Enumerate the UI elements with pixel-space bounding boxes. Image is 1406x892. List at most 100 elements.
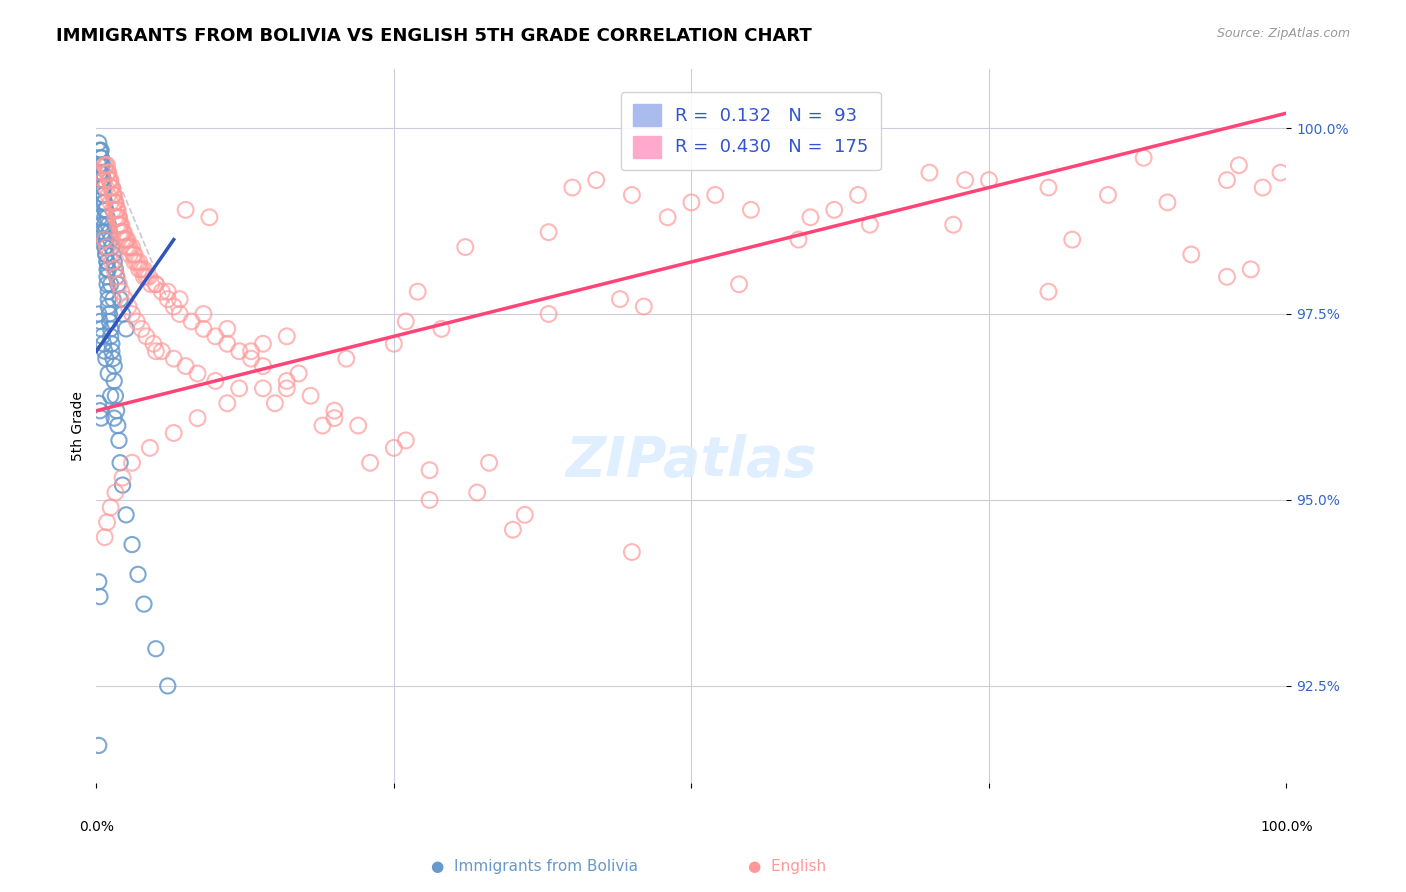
Point [121,240,143,254]
Point [107,211,129,225]
Point [87,158,110,172]
Point [145,344,167,359]
Point [93,173,115,187]
Point [585,173,607,187]
Point [97,300,120,314]
Point [1062,233,1084,247]
Point [107,202,129,217]
Point [1038,180,1060,194]
Point [100,322,122,336]
Point [111,307,134,321]
Point [91,329,114,343]
Point [156,292,179,306]
Point [101,292,124,306]
Point [93,336,115,351]
Point [276,381,298,395]
Point [1156,195,1178,210]
Point [108,277,131,292]
Point [91,166,114,180]
Point [111,470,134,484]
Point [101,247,124,261]
Point [128,262,150,277]
Point [96,166,118,180]
Point [87,307,110,321]
Point [97,367,120,381]
Point [1270,166,1292,180]
Point [110,285,132,299]
Point [419,463,441,477]
Point [115,240,138,254]
Text: ZIPatlas: ZIPatlas [565,434,817,488]
Point [276,329,298,343]
Point [859,218,882,232]
Point [132,269,155,284]
Point [93,188,115,202]
Point [131,322,153,336]
Point [97,262,120,277]
Point [94,158,117,172]
Point [1038,285,1060,299]
Point [359,456,381,470]
Point [105,269,128,284]
Point [145,641,167,656]
Point [103,255,125,269]
Point [124,247,146,261]
Point [131,262,153,277]
Point [174,202,197,217]
Point [108,456,131,470]
Point [93,188,115,202]
Point [105,403,128,417]
Point [111,478,134,492]
Point [101,240,124,254]
Point [217,322,239,336]
Point [252,336,274,351]
Point [704,188,727,202]
Point [117,300,139,314]
Point [101,202,124,217]
Point [93,195,115,210]
Point [108,292,131,306]
Point [87,574,110,589]
Point [110,218,132,232]
Text: 100.0%: 100.0% [1260,820,1313,834]
Point [382,336,405,351]
Point [620,188,643,202]
Point [91,166,114,180]
Y-axis label: 5th Grade: 5th Grade [72,391,86,460]
Point [108,218,131,232]
Point [93,195,115,210]
Point [124,255,146,269]
Point [252,359,274,373]
Point [156,285,179,299]
Point [347,418,370,433]
Point [104,389,127,403]
Point [323,411,346,425]
Point [90,151,112,165]
Point [107,418,129,433]
Point [96,240,118,254]
Point [97,166,120,180]
Point [150,344,173,359]
Point [108,434,131,448]
Point [115,508,138,522]
Point [740,202,762,217]
Point [193,307,215,321]
Point [100,173,122,187]
Point [263,396,285,410]
Point [105,202,128,217]
Point [115,322,138,336]
Point [1227,158,1250,172]
Point [107,218,129,232]
Point [728,277,751,292]
Point [228,344,250,359]
Point [101,344,124,359]
Point [87,739,110,753]
Legend: R =  0.132   N =  93, R =  0.430   N =  175: R = 0.132 N = 93, R = 0.430 N = 175 [621,92,882,170]
Point [118,240,141,254]
Point [87,396,110,410]
Point [101,180,124,194]
Point [1216,173,1239,187]
Point [953,173,976,187]
Point [104,211,127,225]
Point [97,292,120,306]
